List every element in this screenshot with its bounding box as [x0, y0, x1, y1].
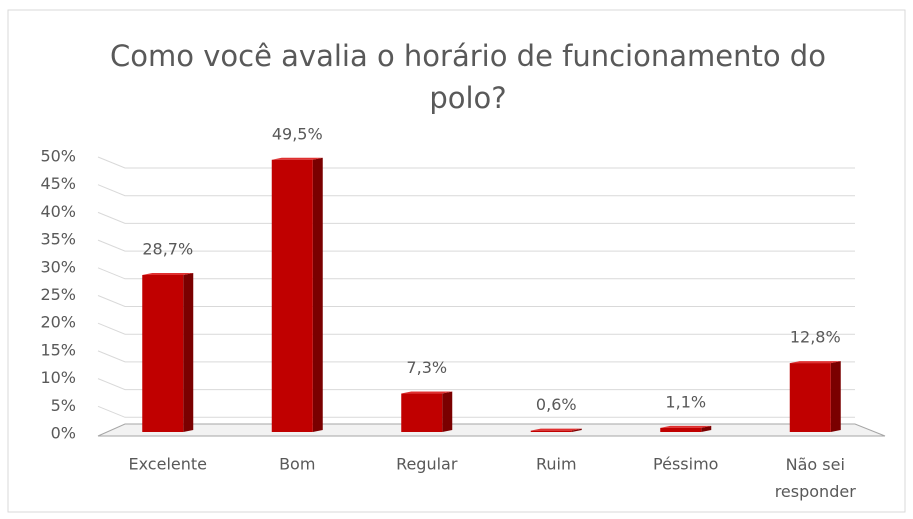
y-tick-label: 30% — [40, 257, 76, 276]
bar — [401, 391, 453, 432]
bar-side — [183, 273, 194, 432]
y-tick-label: 10% — [40, 368, 76, 387]
grid-line — [97, 211, 855, 224]
bar-top — [789, 361, 841, 364]
grid-line — [97, 156, 855, 169]
y-tick-label: 25% — [40, 285, 76, 304]
grid-line — [97, 405, 855, 418]
title-line: polo? — [429, 81, 506, 115]
data-label: 12,8% — [790, 328, 841, 347]
grid-line — [97, 322, 855, 335]
bar-top — [401, 391, 453, 394]
bar-front — [789, 363, 831, 432]
grid-line — [97, 267, 855, 280]
floor — [97, 423, 886, 437]
bar-side — [571, 428, 582, 432]
y-tick-label: 20% — [40, 313, 76, 332]
bar — [660, 425, 712, 432]
grid-line — [97, 295, 855, 307]
bar-side — [701, 425, 712, 432]
title-line: Como você avalia o horário de funcioname… — [110, 39, 826, 73]
x-tick-label: Ruim — [536, 455, 577, 474]
data-label: 7,3% — [406, 358, 447, 377]
grid-line — [97, 350, 855, 363]
bar-side — [442, 391, 453, 432]
x-tick-label: Excelente — [129, 455, 207, 474]
y-tick-label: 0% — [51, 424, 76, 443]
bar-front — [142, 275, 184, 432]
x-tick-label: Péssimo — [653, 455, 718, 474]
y-tick-label: 35% — [40, 230, 76, 249]
bar-front — [401, 393, 443, 432]
y-tick-label: 45% — [40, 174, 76, 193]
grid-line — [97, 378, 855, 391]
bar-top — [530, 428, 582, 431]
bar-top — [660, 425, 712, 428]
data-label: 1,1% — [665, 392, 706, 411]
data-label: 0,6% — [536, 395, 577, 414]
bar — [142, 273, 194, 432]
bar — [789, 361, 841, 432]
bar-front — [530, 430, 572, 432]
x-tick-label: Regular — [396, 455, 458, 474]
bar — [271, 157, 323, 432]
bar-top — [142, 273, 194, 276]
bar-front — [660, 427, 702, 432]
x-tick-line: responder — [775, 482, 856, 501]
x-tick-label: Bom — [279, 455, 315, 474]
y-tick-label: 50% — [40, 147, 76, 166]
chart-title: Como você avalia o horário de funcioname… — [110, 39, 826, 115]
bar — [530, 428, 582, 432]
y-tick-label: 15% — [40, 340, 76, 359]
grid-line — [97, 184, 855, 197]
x-tick-line: Não sei — [786, 455, 845, 474]
x-tick-label: Não sei responder — [775, 455, 856, 501]
bar-side — [312, 157, 323, 432]
data-label: 49,5% — [272, 124, 323, 143]
grid-line — [97, 239, 855, 252]
y-tick-label: 40% — [40, 202, 76, 221]
bar-top — [271, 157, 323, 160]
data-label: 28,7% — [142, 240, 193, 259]
bar-front — [271, 159, 313, 432]
y-tick-label: 5% — [51, 396, 76, 415]
bar-side — [830, 361, 841, 432]
